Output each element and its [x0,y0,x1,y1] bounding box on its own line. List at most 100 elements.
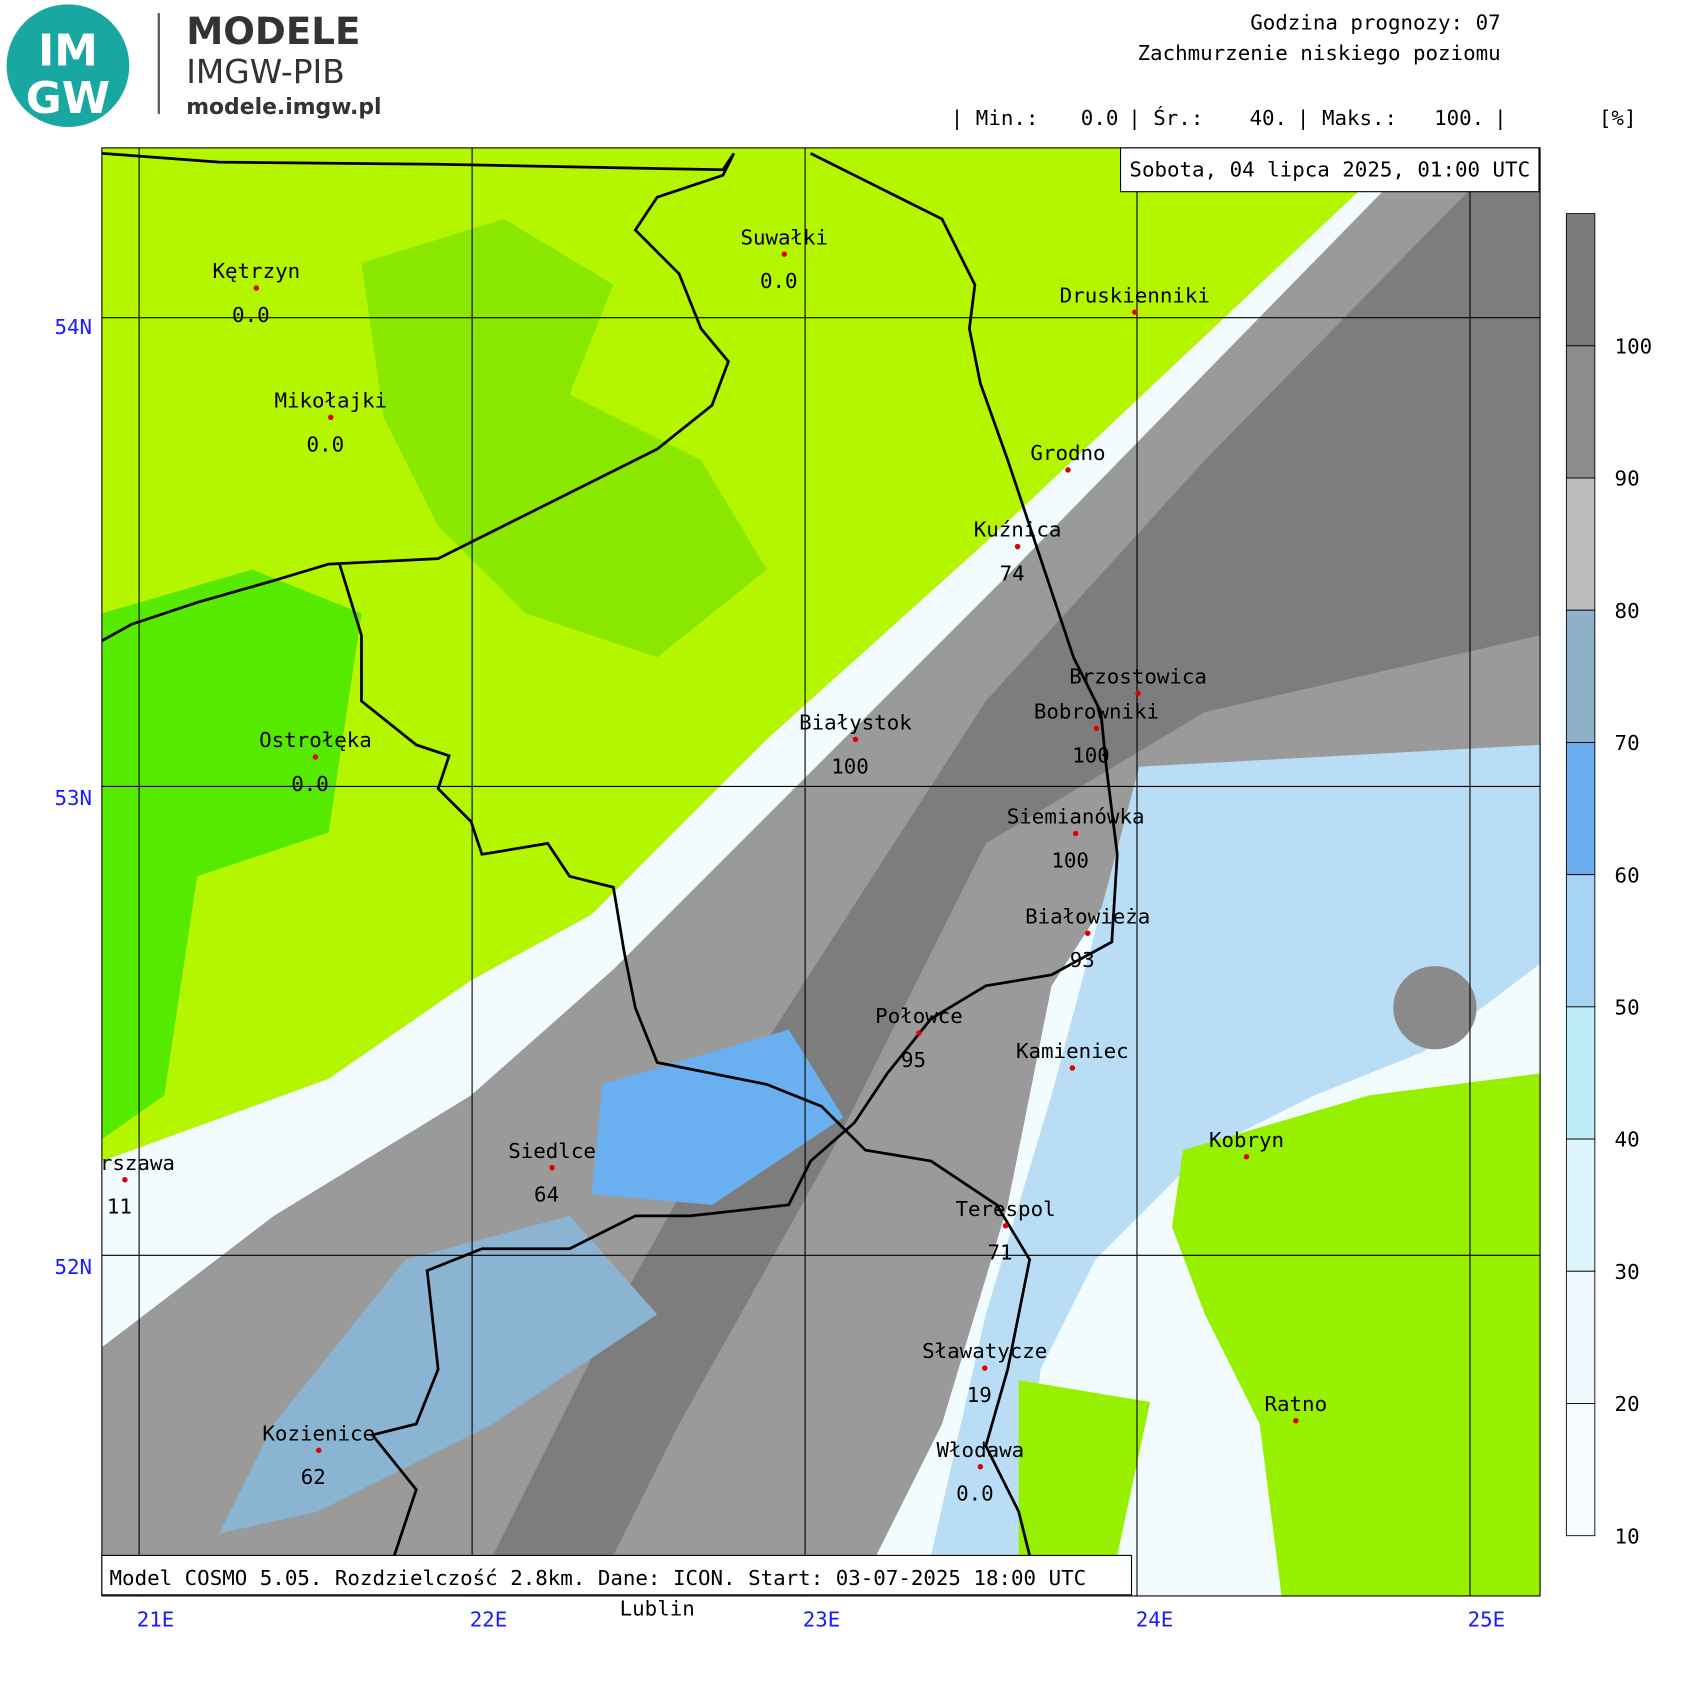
lon-label: 23E [803,1608,841,1632]
city-marker [328,414,334,421]
city-marker [1072,830,1079,837]
grid [101,147,1541,1596]
forecast-hour: Godzina prognozy: 07 [1250,11,1500,35]
city-marker [1002,1222,1009,1229]
city-marker [1069,1065,1076,1071]
legend-swatch [1565,477,1596,611]
city-name: Siemianówka [1007,805,1145,829]
city-name: Brzostowica [1069,665,1207,689]
city-value: 19 [967,1383,992,1407]
city-value: 64 [534,1183,559,1207]
city-marker [253,285,260,291]
legend-swatch [1565,1006,1596,1140]
legend-swatch [1565,609,1596,743]
city-name: Połowce [875,1004,963,1028]
city-value: 95 [901,1048,926,1072]
legend-label: 50 [1615,996,1640,1020]
stat-label: | Min.: [951,106,1039,131]
city-value: 100 [1051,849,1089,873]
city-value: 0.0 [232,303,270,327]
logo-text: IM [38,26,98,77]
city-marker [781,251,788,257]
legend-label: 80 [1615,599,1640,623]
stat-label: | Maks.: [1297,106,1397,131]
cities: Kętrzyn 0.0 Suwałki 0.0 Mikołajki 0.0 Druskien… [102,225,1328,1506]
city-value: 0.0 [307,432,345,456]
legend-swatch [1565,1403,1596,1537]
date-box [1120,147,1540,193]
footer-box [101,1554,1133,1596]
org: IMGW-PIB [186,52,345,91]
city-marker [1135,690,1141,697]
logo: IM GW MODELE IMGW-PIB modele.imgw.pl [6,4,382,128]
field-patch [101,569,362,1140]
field-name: Zachmurzenie niskiego poziomu [1138,41,1501,65]
city-name: Terespol [955,1197,1055,1221]
logo-circle [6,4,130,128]
legend-label: 100 [1615,334,1653,358]
footer: Model COSMO 5.05. Rozdzielczość 2.8km. D… [110,1566,1087,1590]
city-value: 71 [988,1241,1013,1265]
legend-label: 70 [1615,731,1640,755]
city-value: 11 [107,1195,132,1219]
borders [101,151,1119,1556]
field: Kętrzyn 0.0 Suwałki 0.0 Mikołajki 0.0 Druskien… [101,147,1541,1596]
stat-value: 0.0 [1081,106,1119,130]
city-name: Suwałki [740,225,828,249]
city-name: Ratno [1265,1392,1328,1416]
legend-swatch [1565,213,1596,347]
legend-label: 30 [1615,1260,1640,1284]
city-marker [1084,930,1091,936]
city-marker [1293,1417,1299,1424]
field-patch [931,744,1541,1556]
city-marker [1132,309,1138,315]
date: Sobota, 04 lipca 2025, 01:00 UTC [1129,157,1530,181]
city-name: Białystok [799,711,912,735]
city-name: Białowieża [1025,904,1150,928]
lat-label: 53N [54,786,92,810]
field-patch [1018,1380,1151,1556]
legend-swatch [1565,1138,1596,1272]
city-marker [316,1447,322,1453]
legend-swatch [1565,1270,1596,1404]
lon-label: 24E [1136,1608,1174,1632]
stat-label: | [1494,106,1507,131]
city-name: Bobrowniki [1034,700,1159,724]
url: modele.imgw.pl [186,95,381,120]
city-value: 100 [831,754,869,778]
brand: MODELE [186,9,360,53]
lon-label: 25E [1468,1608,1506,1632]
axes: 54N 53N 52N 21E 22E 23E 24E 25E [54,315,1505,1632]
city-value: 74 [1000,562,1025,586]
city-value: 100 [1072,743,1110,767]
lat-label: 52N [54,1255,92,1279]
extra-label: Lublin [620,1597,695,1621]
unit: [%] [1599,106,1637,130]
lat-label: 54N [54,315,92,339]
city-marker [1065,467,1071,473]
city-marker [1243,1153,1250,1160]
field-patch [219,1215,658,1534]
legend-label: 40 [1615,1128,1640,1152]
city-marker [916,1030,922,1036]
lon-label: 22E [470,1608,508,1632]
city-name: Siedlce [508,1139,596,1163]
city-value: 62 [301,1465,326,1489]
lon-label: 21E [137,1608,175,1632]
city-marker [122,1176,128,1183]
city-name: Mikołajki [274,388,387,412]
city-marker [1093,725,1100,732]
legend-swatch [1565,345,1596,479]
city-name: Kętrzyn [212,259,300,283]
legend-label: 60 [1615,863,1640,887]
legend: 100 90 80 70 60 50 40 30 20 10 [1565,213,1653,1548]
field-patch [1172,1073,1541,1596]
logo-text: GW [26,73,110,124]
city-marker [981,1365,988,1371]
city-value: 0.0 [956,1482,994,1506]
city-name: Sławatycze [922,1339,1047,1363]
city-value: 93 [1070,948,1095,972]
city-name: Ostrołęka [259,728,372,752]
city-marker [852,736,859,743]
